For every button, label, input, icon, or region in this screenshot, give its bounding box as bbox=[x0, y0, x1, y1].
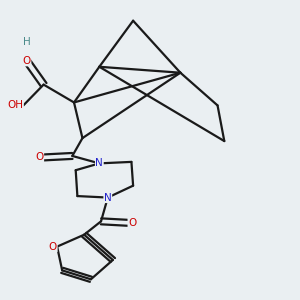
Text: O: O bbox=[22, 56, 31, 66]
Text: O: O bbox=[49, 242, 57, 252]
Text: N: N bbox=[104, 193, 112, 202]
Text: H: H bbox=[23, 37, 31, 46]
Text: N: N bbox=[95, 158, 103, 168]
Text: O: O bbox=[128, 218, 136, 228]
Text: OH: OH bbox=[7, 100, 23, 110]
Text: O: O bbox=[35, 152, 44, 162]
